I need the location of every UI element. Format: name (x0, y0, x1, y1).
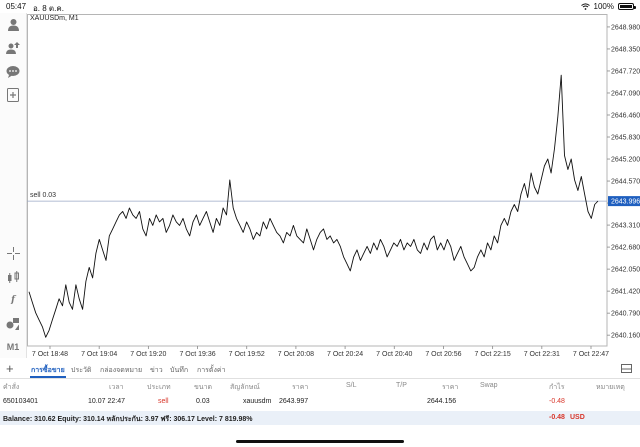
x-tick-label: 7 Oct 19:20 (130, 351, 166, 358)
bottom-tabs: + การซื้อขาย ประวัติ กล่องจดหมาย ข่าว บั… (0, 361, 640, 379)
chat-icon[interactable] (5, 63, 21, 79)
battery-percent: 100% (593, 2, 614, 11)
header-order: คำสั่ง (3, 384, 20, 391)
balance-currency: USD (570, 414, 585, 421)
x-tick-label: 7 Oct 19:04 (81, 351, 117, 358)
y-tick-label: 2645.200 (611, 157, 640, 164)
x-tick-label: 7 Oct 18:48 (32, 351, 68, 358)
balance-profit: -0.48 (549, 414, 565, 421)
add-icon[interactable]: + (6, 361, 14, 376)
y-tick-label: 2647.720 (611, 68, 640, 75)
balance-bar: Balance: 310.62 Equity: 310.14 หลักประกั… (0, 411, 640, 425)
y-tick-label: 2644.570 (611, 179, 640, 186)
chart-toolbar: f M1 (0, 13, 27, 358)
user-icon[interactable] (5, 16, 21, 32)
y-tick-label: 2648.350 (611, 46, 640, 53)
x-tick-label: 7 Oct 20:40 (376, 351, 412, 358)
indicators-icon[interactable] (5, 269, 21, 285)
x-tick-label: 7 Oct 20:24 (327, 351, 363, 358)
y-tick-label: 2640.790 (611, 311, 640, 318)
cell-type: sell (158, 398, 169, 405)
y-tick-label: 2645.830 (611, 135, 640, 142)
expand-icon[interactable] (621, 364, 632, 373)
wifi-icon (580, 3, 590, 10)
y-tick-label: 2646.460 (611, 112, 640, 119)
cell-order: 650103401 (3, 398, 39, 405)
y-tick-label: 2642.050 (611, 267, 640, 274)
header-profit: กำไร (549, 384, 565, 391)
crosshair-icon[interactable] (5, 245, 21, 261)
status-time: 05:47 (6, 2, 27, 11)
x-tick-label: 7 Oct 22:47 (573, 351, 609, 358)
y-tick-label: 2641.420 (611, 289, 640, 296)
y-tick-label: 2640.160 (611, 333, 640, 340)
header-swap: Swap (480, 382, 498, 389)
header-symbol: สัญลักษณ์ (230, 384, 260, 391)
tab-history[interactable]: ประวัติ (71, 367, 92, 374)
active-tab-underline (30, 376, 66, 378)
header-price: ราคา (442, 384, 459, 391)
x-tick-label: 7 Oct 19:36 (179, 351, 215, 358)
y-tick-label: 2643.310 (611, 223, 640, 230)
plot-frame (27, 14, 608, 347)
cell-time: 10.07 22:47 (88, 398, 125, 405)
cell-price: 2644.156 (427, 398, 457, 405)
tab-journal[interactable]: บันทึก (170, 367, 189, 374)
user-upload-icon[interactable] (5, 39, 21, 55)
function-icon[interactable]: f (11, 295, 15, 305)
header-open-price: ราคา (292, 384, 309, 391)
y-tick-label: 2647.090 (611, 90, 640, 97)
tab-news[interactable]: ข่าว (150, 367, 163, 374)
x-tick-label: 7 Oct 20:56 (425, 351, 461, 358)
header-tp: T/P (396, 382, 407, 389)
x-tick-label: 7 Oct 22:15 (475, 351, 511, 358)
header-comment: หมายเหตุ (596, 384, 625, 391)
header-size: ขนาด (194, 384, 213, 391)
price-chart[interactable]: 2648.980 2648.350 2647.720 2647.090 2646.460… (27, 14, 640, 358)
cell-open-price: 2643.997 (279, 398, 309, 405)
add-document-icon[interactable] (5, 87, 21, 103)
table-row[interactable]: 650103401 10.07 22:47 sell 0.03 xauusdm … (0, 397, 640, 409)
balance-summary: Balance: 310.62 Equity: 310.14 หลักประกั… (3, 416, 253, 423)
x-tick-label: 7 Oct 19:52 (229, 351, 265, 358)
header-time: เวลา (109, 384, 124, 391)
cell-profit: -0.48 (549, 398, 565, 405)
home-indicator (236, 440, 404, 443)
tab-trade[interactable]: การซื้อขาย (31, 367, 65, 374)
chart-symbol: XAUUSDm, M1 (30, 15, 79, 22)
battery-icon (618, 3, 636, 10)
current-price-tag (608, 196, 640, 207)
trade-table-header: คำสั่ง เวลา ประเภท ขนาด สัญลักษณ์ ราคา S… (0, 380, 640, 392)
y-tick-label: 2642.680 (611, 245, 640, 252)
status-bar: 05:47 อ. 8 ต.ค. 100% (0, 0, 640, 13)
tab-mailbox[interactable]: กล่องจดหมาย (100, 367, 143, 374)
tab-settings[interactable]: การตั้งค่า (197, 367, 226, 374)
status-right: 100% (580, 2, 636, 11)
series-line (28, 74, 599, 338)
x-tick-label: 7 Oct 20:08 (278, 351, 314, 358)
current-price-label: 2643.996 (611, 199, 640, 206)
cell-size: 0.03 (196, 398, 210, 405)
status-date: อ. 8 ต.ค. (33, 4, 64, 13)
header-type: ประเภท (147, 384, 171, 391)
x-tick-label: 7 Oct 22:31 (524, 351, 560, 358)
timeframe-button[interactable]: M1 (6, 342, 20, 352)
cell-symbol: xauusdm (243, 398, 272, 405)
objects-icon[interactable] (5, 315, 21, 331)
y-tick-label: 2648.980 (611, 24, 640, 31)
header-sl: S/L (346, 382, 357, 389)
sell-line-label: sell 0.03 (30, 192, 57, 199)
